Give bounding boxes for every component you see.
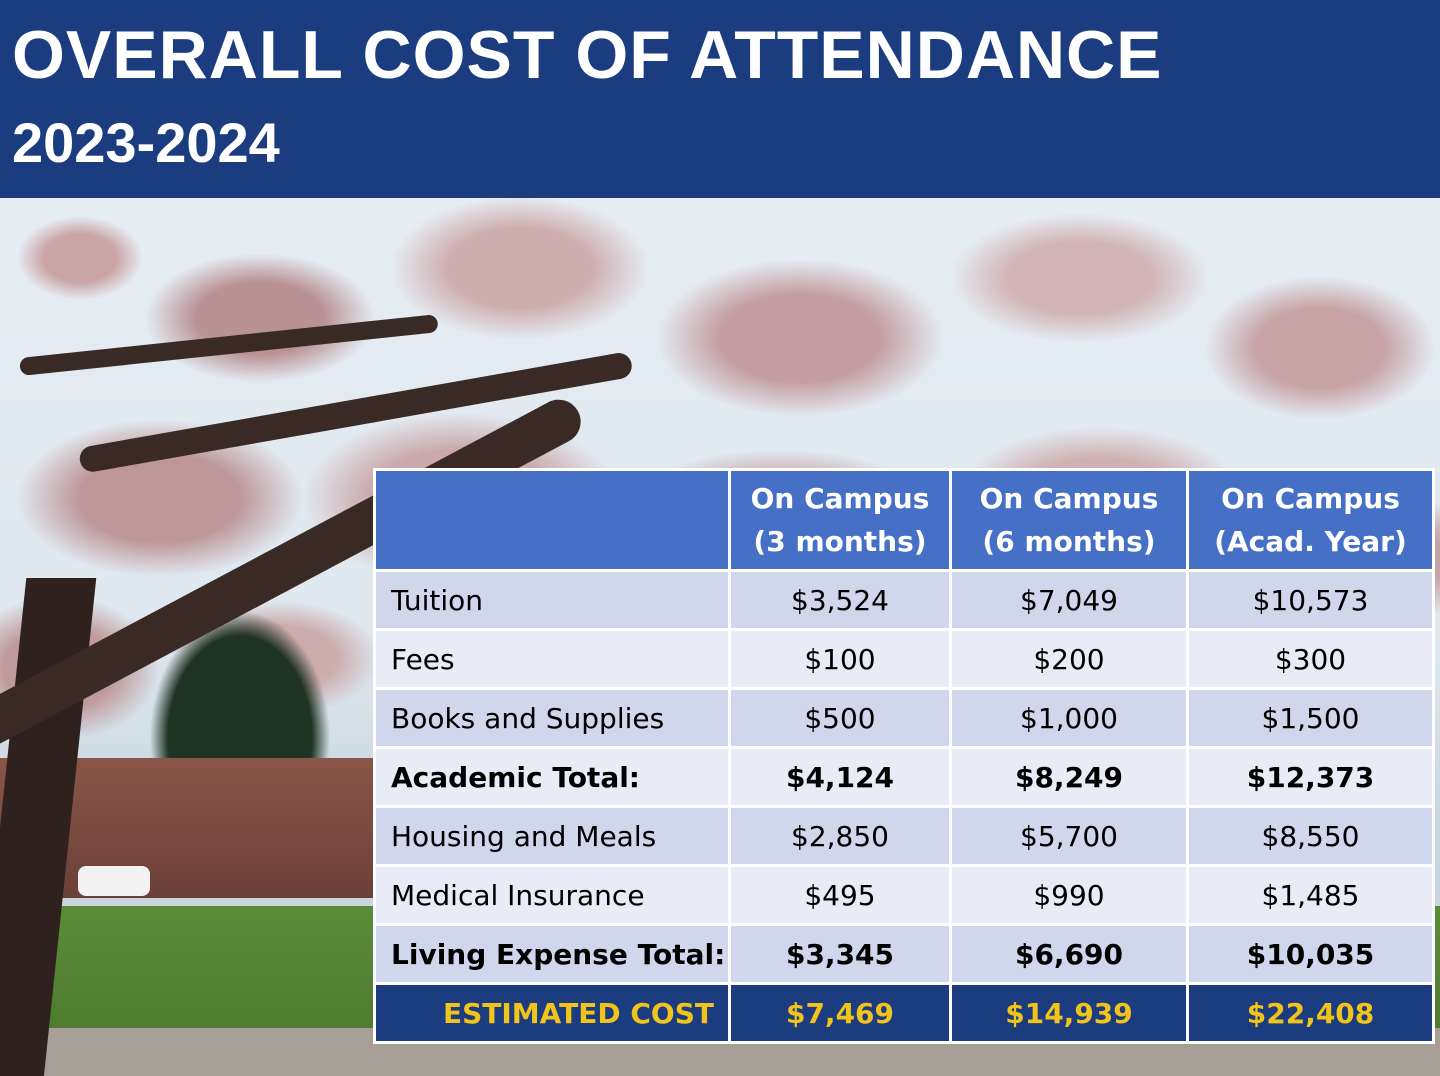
photo-car	[78, 866, 150, 896]
table-row-tuition: Tuition $3,524 $7,049 $10,573	[373, 569, 1435, 631]
cell-acad-year: $10,035	[1186, 923, 1435, 985]
cell-6-months: $8,249	[949, 746, 1189, 808]
row-label: Living Expense Total:	[373, 923, 731, 985]
table-row-fees: Fees $100 $200 $300	[373, 628, 1435, 690]
cell-3-months: $4,124	[728, 746, 952, 808]
header-on-campus-acad-year: On Campus (Acad. Year)	[1186, 468, 1435, 572]
cell-6-months: $1,000	[949, 687, 1189, 749]
row-label: Tuition	[373, 569, 731, 631]
cell-acad-year: $8,550	[1186, 805, 1435, 867]
header-line: (3 months)	[753, 525, 927, 558]
cell-3-months: $500	[728, 687, 952, 749]
cell-acad-year: $1,500	[1186, 687, 1435, 749]
title-banner: OVERALL COST OF ATTENDANCE 2023-2024	[0, 0, 1440, 198]
page-subtitle: 2023-2024	[12, 111, 280, 174]
cell-acad-year: $10,573	[1186, 569, 1435, 631]
table-row-books-and-supplies: Books and Supplies $500 $1,000 $1,500	[373, 687, 1435, 749]
cell-3-months: $7,469	[728, 982, 952, 1044]
cell-6-months: $5,700	[949, 805, 1189, 867]
header-on-campus-3-months: On Campus (3 months)	[728, 468, 952, 572]
table-row-estimated-cost: ESTIMATED COST $7,469 $14,939 $22,408	[373, 982, 1435, 1044]
page-title: OVERALL COST OF ATTENDANCE	[12, 17, 1163, 93]
cell-6-months: $990	[949, 864, 1189, 926]
row-label: ESTIMATED COST	[373, 982, 731, 1044]
header-line: (6 months)	[982, 525, 1156, 558]
row-label: Housing and Meals	[373, 805, 731, 867]
table-header-row: On Campus (3 months) On Campus (6 months…	[373, 468, 1435, 572]
cell-6-months: $7,049	[949, 569, 1189, 631]
cell-3-months: $3,345	[728, 923, 952, 985]
row-label: Books and Supplies	[373, 687, 731, 749]
row-label: Fees	[373, 628, 731, 690]
table-row-housing-and-meals: Housing and Meals $2,850 $5,700 $8,550	[373, 805, 1435, 867]
cell-3-months: $2,850	[728, 805, 952, 867]
header-line: On Campus	[979, 482, 1159, 515]
cell-3-months: $495	[728, 864, 952, 926]
header-blank-cell	[373, 468, 731, 572]
header-line: On Campus	[750, 482, 930, 515]
cell-acad-year: $300	[1186, 628, 1435, 690]
cell-6-months: $14,939	[949, 982, 1189, 1044]
cell-6-months: $6,690	[949, 923, 1189, 985]
table-row-living-expense-total: Living Expense Total: $3,345 $6,690 $10,…	[373, 923, 1435, 985]
cell-3-months: $3,524	[728, 569, 952, 631]
table-row-medical-insurance: Medical Insurance $495 $990 $1,485	[373, 864, 1435, 926]
cell-3-months: $100	[728, 628, 952, 690]
header-on-campus-6-months: On Campus (6 months)	[949, 468, 1189, 572]
cell-acad-year: $22,408	[1186, 982, 1435, 1044]
header-line: On Campus	[1221, 482, 1400, 515]
cell-acad-year: $1,485	[1186, 864, 1435, 926]
row-label: Academic Total:	[373, 746, 731, 808]
row-label: Medical Insurance	[373, 864, 731, 926]
header-line: (Acad. Year)	[1214, 525, 1407, 558]
table-row-academic-total: Academic Total: $4,124 $8,249 $12,373	[373, 746, 1435, 808]
cost-table: On Campus (3 months) On Campus (6 months…	[373, 468, 1435, 1044]
cell-6-months: $200	[949, 628, 1189, 690]
cell-acad-year: $12,373	[1186, 746, 1435, 808]
